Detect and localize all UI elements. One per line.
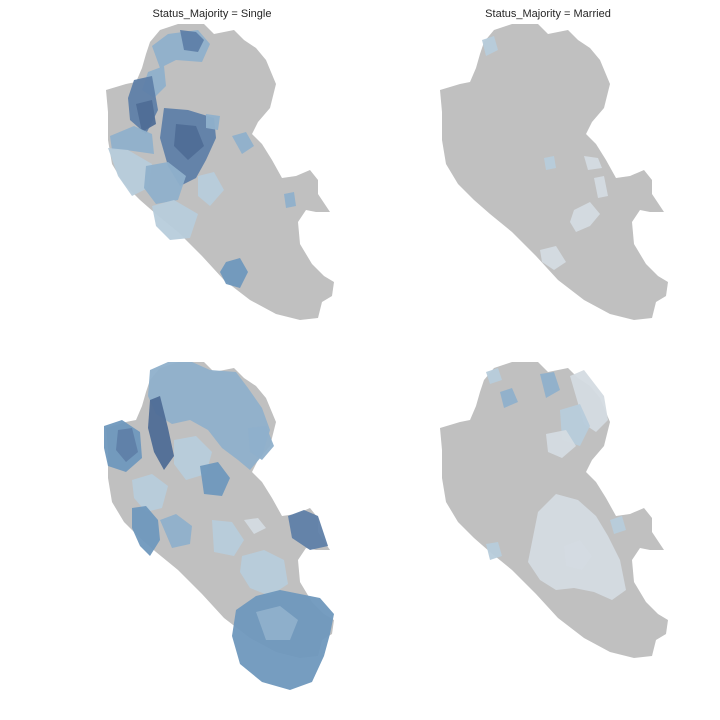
map-zone-mid	[110, 126, 154, 154]
facet-title-single: Status_Majority = Single	[152, 8, 272, 20]
map-zone-pale	[486, 542, 502, 560]
map-zone-blue	[200, 462, 230, 496]
map-outline	[440, 24, 668, 320]
map-zone-pale	[610, 516, 626, 534]
map-zone-pale	[482, 36, 498, 56]
map-zone-pale	[198, 172, 224, 206]
map-zone-mid	[160, 514, 192, 548]
map-zone-mid	[540, 372, 560, 398]
map-zone-blue	[220, 258, 248, 288]
map-zone-light	[570, 202, 600, 232]
map-zone-pale	[240, 550, 288, 596]
map-zone-light	[594, 176, 608, 198]
map-zone-mid	[248, 426, 274, 460]
facet-title-married: Status_Majority = Married	[485, 8, 611, 20]
map-zone-mid	[148, 362, 270, 470]
map-zone-darkest	[174, 124, 204, 160]
map-zone-pale	[212, 520, 244, 556]
map-outline	[106, 24, 334, 320]
map-zone-deep	[180, 30, 204, 52]
map-zone-pale	[108, 148, 152, 196]
map-zone-mid	[500, 388, 518, 408]
map-zone-deep	[288, 510, 328, 550]
map-zone-light	[546, 430, 576, 458]
map-zone-pale	[152, 200, 198, 240]
map-zone-light	[570, 370, 608, 432]
map-zone-mid	[206, 114, 220, 130]
map-zone-light	[540, 246, 566, 270]
map-zone-light	[564, 540, 592, 570]
map-zone-darkest	[148, 396, 174, 470]
map-zone-mid	[256, 606, 298, 640]
map-zone-darkest	[136, 100, 156, 132]
map-zone-pale	[486, 368, 502, 384]
map-zone-mid	[232, 132, 254, 154]
map-zone-deep	[116, 428, 138, 462]
map-zone-mid	[144, 162, 186, 204]
map-zone-light	[584, 156, 602, 170]
map-zone-blue	[132, 506, 160, 556]
map-zone-light	[244, 518, 266, 534]
map-zone-pale	[132, 474, 168, 512]
map-zone-pale	[544, 156, 556, 170]
map-zone-mid	[284, 192, 296, 208]
